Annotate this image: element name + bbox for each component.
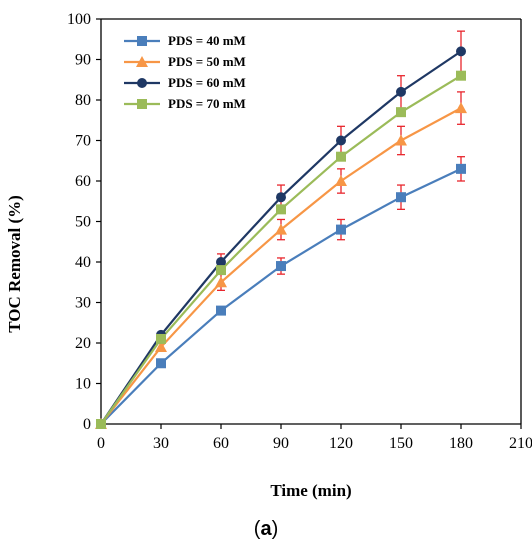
toc-removal-chart: 0 30 60 90 120 150 180 210 0 10 20 30 40 50 60 70 80 90 10…	[5, 11, 532, 500]
caption-open: (	[253, 518, 261, 540]
x-tick-label: 30	[153, 435, 169, 452]
data-point	[156, 333, 166, 344]
y-tick-label: 20	[75, 335, 91, 352]
data-point	[216, 265, 226, 276]
y-tick-label: 40	[75, 254, 91, 271]
data-point	[275, 223, 287, 235]
x-axis-title: Time (min)	[270, 481, 351, 500]
data-point	[455, 102, 467, 114]
data-point	[396, 86, 406, 97]
figure-caption: (a)	[0, 518, 532, 541]
data-point	[215, 276, 227, 288]
data-point	[155, 341, 167, 353]
y-tick-label: 50	[75, 214, 91, 231]
y-tick-label: 80	[75, 92, 91, 109]
legend-label: PDS = 70 mM	[168, 96, 246, 111]
chart-legend: PDS = 40 mM PDS = 50 mM PDS = 60 mM PDS = 7…	[124, 33, 246, 111]
legend-label: PDS = 40 mM	[168, 33, 246, 48]
y-tick-label: 90	[75, 52, 91, 69]
series-line-4	[100, 74, 462, 425]
data-point	[395, 134, 407, 146]
legend-marker	[137, 99, 147, 109]
legend-marker	[136, 56, 148, 67]
y-tick-label: 70	[75, 133, 91, 150]
chart-ticks: 0 30 60 90 120 150 180 210 0 10 20 30 40 50 60 70 80 90 10…	[67, 11, 532, 452]
data-point	[96, 419, 106, 429]
y-tick-label: 60	[75, 173, 91, 190]
x-tick-label: 210	[509, 435, 532, 452]
data-point	[456, 70, 466, 81]
data-point	[216, 305, 226, 316]
data-point	[336, 151, 346, 162]
series-markers	[95, 46, 467, 429]
legend-label: PDS = 60 mM	[168, 75, 246, 90]
data-point	[336, 224, 346, 235]
y-axis-title: TOC Removal (%)	[5, 195, 24, 333]
data-point	[216, 257, 226, 267]
data-point	[456, 163, 466, 174]
legend-marker	[137, 78, 147, 88]
y-tick-label: 100	[67, 11, 91, 28]
data-point	[456, 46, 466, 57]
x-tick-label: 120	[329, 435, 353, 452]
data-point	[335, 175, 347, 186]
data-point	[276, 261, 286, 272]
x-tick-label: 60	[213, 435, 229, 452]
caption-letter: a	[260, 518, 272, 540]
x-tick-label: 180	[449, 435, 473, 452]
data-point	[156, 358, 166, 369]
caption-close: )	[271, 518, 279, 540]
legend-label: PDS = 50 mM	[168, 54, 246, 69]
x-tick-label: 0	[97, 435, 105, 452]
x-tick-label: 90	[273, 435, 289, 452]
x-tick-label: 150	[389, 435, 413, 452]
data-point	[396, 192, 406, 203]
data-point	[276, 204, 286, 215]
legend-marker	[137, 36, 147, 46]
data-point	[336, 135, 346, 146]
y-tick-label: 30	[75, 295, 91, 312]
data-point	[396, 107, 406, 118]
y-tick-label: 0	[83, 416, 91, 433]
data-point	[276, 192, 286, 203]
y-tick-label: 10	[75, 376, 91, 393]
